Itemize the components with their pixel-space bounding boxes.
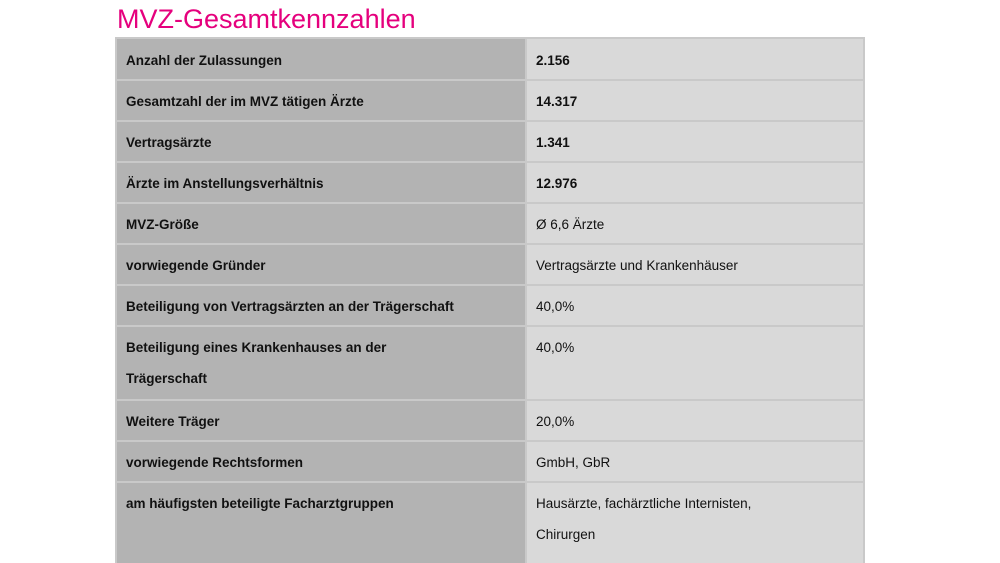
- table-row: vorwiegende Gründer Vertragsärzte und Kr…: [117, 245, 863, 284]
- row-label-line: Trägerschaft: [126, 371, 208, 386]
- table-row: MVZ-Größe Ø 6,6 Ärzte: [117, 204, 863, 243]
- row-label: Beteiligung eines Krankenhauses an der T…: [117, 327, 525, 399]
- row-value: GmbH, GbR: [527, 442, 863, 481]
- row-value: 2.156: [527, 39, 863, 79]
- key-figures-table: Anzahl der Zulassungen 2.156 Gesamtzahl …: [115, 37, 865, 563]
- row-label: Ärzte im Anstellungsverhältnis: [117, 163, 525, 202]
- row-value: Vertragsärzte und Krankenhäuser: [527, 245, 863, 284]
- row-value: 14.317: [527, 81, 863, 120]
- row-value: 40,0%: [527, 327, 863, 399]
- row-label-line: Beteiligung eines Krankenhauses an der: [126, 340, 387, 355]
- row-label: Vertragsärzte: [117, 122, 525, 161]
- row-value: Hausärzte, fachärztliche Internisten, Ch…: [527, 483, 863, 563]
- table-row: Vertragsärzte 1.341: [117, 122, 863, 161]
- table-row: Beteiligung eines Krankenhauses an der T…: [117, 327, 863, 399]
- row-value: 12.976: [527, 163, 863, 202]
- row-label: Beteiligung von Vertragsärzten an der Tr…: [117, 286, 525, 325]
- row-value-line: Chirurgen: [536, 527, 596, 542]
- table-row: vorwiegende Rechtsformen GmbH, GbR: [117, 442, 863, 481]
- table-row: Weitere Träger 20,0%: [117, 401, 863, 440]
- row-label: vorwiegende Rechtsformen: [117, 442, 525, 481]
- row-value: 20,0%: [527, 401, 863, 440]
- table-row: Ärzte im Anstellungsverhältnis 12.976: [117, 163, 863, 202]
- row-label: Weitere Träger: [117, 401, 525, 440]
- row-label: am häufigsten beteiligte Facharztgruppen: [117, 483, 525, 563]
- table-row: Anzahl der Zulassungen 2.156: [117, 39, 863, 79]
- row-label: Anzahl der Zulassungen: [117, 39, 525, 79]
- row-label: vorwiegende Gründer: [117, 245, 525, 284]
- row-value-line: Hausärzte, fachärztliche Internisten,: [536, 496, 752, 511]
- row-label: MVZ-Größe: [117, 204, 525, 243]
- row-label: Gesamtzahl der im MVZ tätigen Ärzte: [117, 81, 525, 120]
- row-value: 1.341: [527, 122, 863, 161]
- row-value: Ø 6,6 Ärzte: [527, 204, 863, 243]
- page-title: MVZ-Gesamtkennzahlen: [117, 4, 416, 34]
- row-value: 40,0%: [527, 286, 863, 325]
- table-row: Beteiligung von Vertragsärzten an der Tr…: [117, 286, 863, 325]
- table-row: am häufigsten beteiligte Facharztgruppen…: [117, 483, 863, 563]
- table-row: Gesamtzahl der im MVZ tätigen Ärzte 14.3…: [117, 81, 863, 120]
